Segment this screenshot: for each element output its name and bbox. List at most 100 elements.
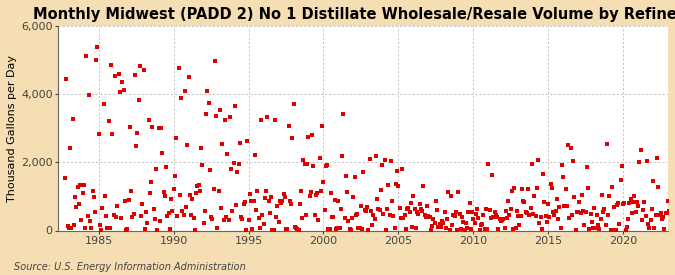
Point bbox=[640, 214, 651, 218]
Point bbox=[591, 213, 602, 217]
Point bbox=[559, 204, 570, 208]
Point bbox=[603, 213, 614, 217]
Point bbox=[105, 226, 115, 230]
Point bbox=[595, 217, 606, 221]
Point bbox=[396, 216, 406, 221]
Point bbox=[132, 131, 143, 135]
Point bbox=[187, 197, 198, 202]
Point bbox=[252, 189, 263, 193]
Point bbox=[407, 225, 418, 230]
Point bbox=[402, 207, 412, 211]
Point bbox=[144, 191, 155, 195]
Point bbox=[388, 214, 399, 219]
Point bbox=[287, 136, 298, 141]
Point bbox=[601, 142, 612, 146]
Point bbox=[515, 214, 526, 218]
Point bbox=[95, 223, 105, 227]
Point bbox=[644, 226, 655, 230]
Point bbox=[653, 185, 664, 189]
Point bbox=[657, 215, 668, 219]
Point bbox=[371, 154, 381, 158]
Point bbox=[131, 144, 142, 148]
Point bbox=[523, 187, 534, 192]
Point bbox=[173, 66, 184, 70]
Point bbox=[74, 202, 84, 206]
Point bbox=[325, 191, 336, 195]
Point bbox=[427, 223, 437, 228]
Point bbox=[66, 226, 77, 230]
Point bbox=[484, 208, 495, 212]
Point bbox=[413, 212, 424, 216]
Point bbox=[437, 219, 448, 223]
Point bbox=[612, 203, 622, 207]
Point bbox=[279, 194, 290, 199]
Point bbox=[449, 214, 460, 218]
Point bbox=[485, 216, 496, 220]
Point bbox=[432, 208, 443, 212]
Point bbox=[323, 227, 334, 231]
Point bbox=[358, 170, 369, 174]
Point bbox=[171, 136, 182, 140]
Point bbox=[200, 111, 211, 116]
Point bbox=[383, 183, 394, 188]
Point bbox=[183, 75, 194, 79]
Point bbox=[181, 205, 192, 209]
Point bbox=[180, 89, 190, 93]
Point bbox=[140, 227, 151, 231]
Point bbox=[597, 192, 608, 197]
Point bbox=[565, 146, 576, 150]
Point bbox=[456, 227, 466, 232]
Point bbox=[483, 161, 493, 166]
Point bbox=[374, 208, 385, 212]
Point bbox=[97, 206, 108, 210]
Point bbox=[352, 212, 362, 216]
Point bbox=[115, 90, 126, 94]
Point bbox=[253, 216, 264, 220]
Point bbox=[425, 228, 436, 232]
Point bbox=[338, 112, 349, 116]
Point bbox=[297, 216, 308, 220]
Point bbox=[340, 216, 350, 220]
Point bbox=[221, 215, 232, 219]
Point bbox=[146, 180, 157, 185]
Point bbox=[191, 191, 202, 196]
Point bbox=[197, 163, 208, 167]
Point bbox=[353, 226, 364, 230]
Point bbox=[581, 165, 592, 169]
Point bbox=[378, 212, 389, 216]
Point bbox=[349, 175, 360, 180]
Point bbox=[346, 228, 356, 232]
Point bbox=[113, 72, 124, 77]
Point bbox=[659, 227, 670, 231]
Point bbox=[441, 217, 452, 222]
Point bbox=[569, 195, 580, 199]
Point bbox=[290, 225, 300, 229]
Point bbox=[143, 118, 154, 122]
Point bbox=[232, 169, 243, 174]
Point bbox=[62, 223, 73, 228]
Point bbox=[609, 205, 620, 209]
Point bbox=[341, 174, 352, 178]
Point bbox=[464, 201, 475, 205]
Point bbox=[635, 148, 646, 152]
Point bbox=[534, 221, 545, 226]
Point bbox=[535, 215, 546, 219]
Title: Monthly Midwest (PADD 2) No 1 Distillate Wholesale/Resale Volume by Refiners: Monthly Midwest (PADD 2) No 1 Distillate… bbox=[33, 7, 675, 22]
Point bbox=[196, 145, 207, 150]
Point bbox=[134, 64, 145, 68]
Point bbox=[643, 222, 653, 226]
Point bbox=[363, 227, 374, 232]
Point bbox=[615, 177, 626, 182]
Point bbox=[84, 218, 95, 223]
Point bbox=[543, 202, 554, 206]
Point bbox=[268, 228, 279, 233]
Point bbox=[397, 167, 408, 172]
Point bbox=[356, 204, 367, 208]
Point bbox=[664, 209, 675, 213]
Point bbox=[544, 215, 555, 220]
Point bbox=[296, 188, 306, 193]
Point bbox=[172, 214, 183, 218]
Point bbox=[660, 210, 671, 215]
Point bbox=[222, 152, 233, 156]
Point bbox=[288, 101, 299, 106]
